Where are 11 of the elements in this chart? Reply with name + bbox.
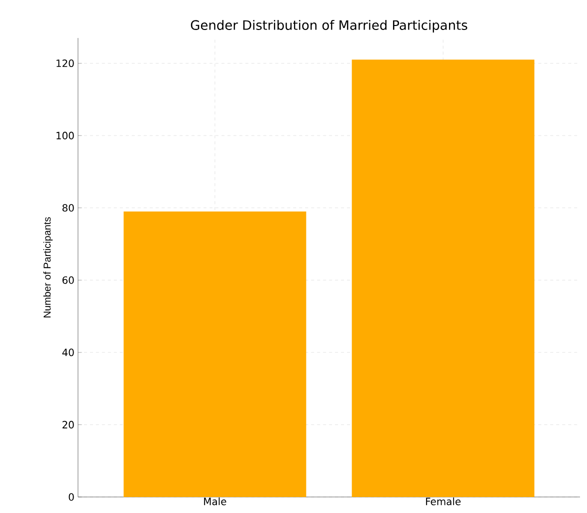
y-tick-label: 0 <box>68 493 74 501</box>
y-axis-title: Number of Participants <box>43 217 53 318</box>
x-tick-label: Male <box>204 497 226 506</box>
y-tick-label: 80 <box>62 204 74 212</box>
y-tick-label: 40 <box>62 348 74 356</box>
x-tick-label: Female <box>426 497 461 506</box>
y-tick-label: 120 <box>56 60 74 68</box>
y-tick-label: 60 <box>62 276 74 284</box>
y-tick-label: 20 <box>62 420 74 428</box>
chart-title: Gender Distribution of Married Participants <box>190 20 468 32</box>
y-tick-label: 100 <box>56 132 74 140</box>
